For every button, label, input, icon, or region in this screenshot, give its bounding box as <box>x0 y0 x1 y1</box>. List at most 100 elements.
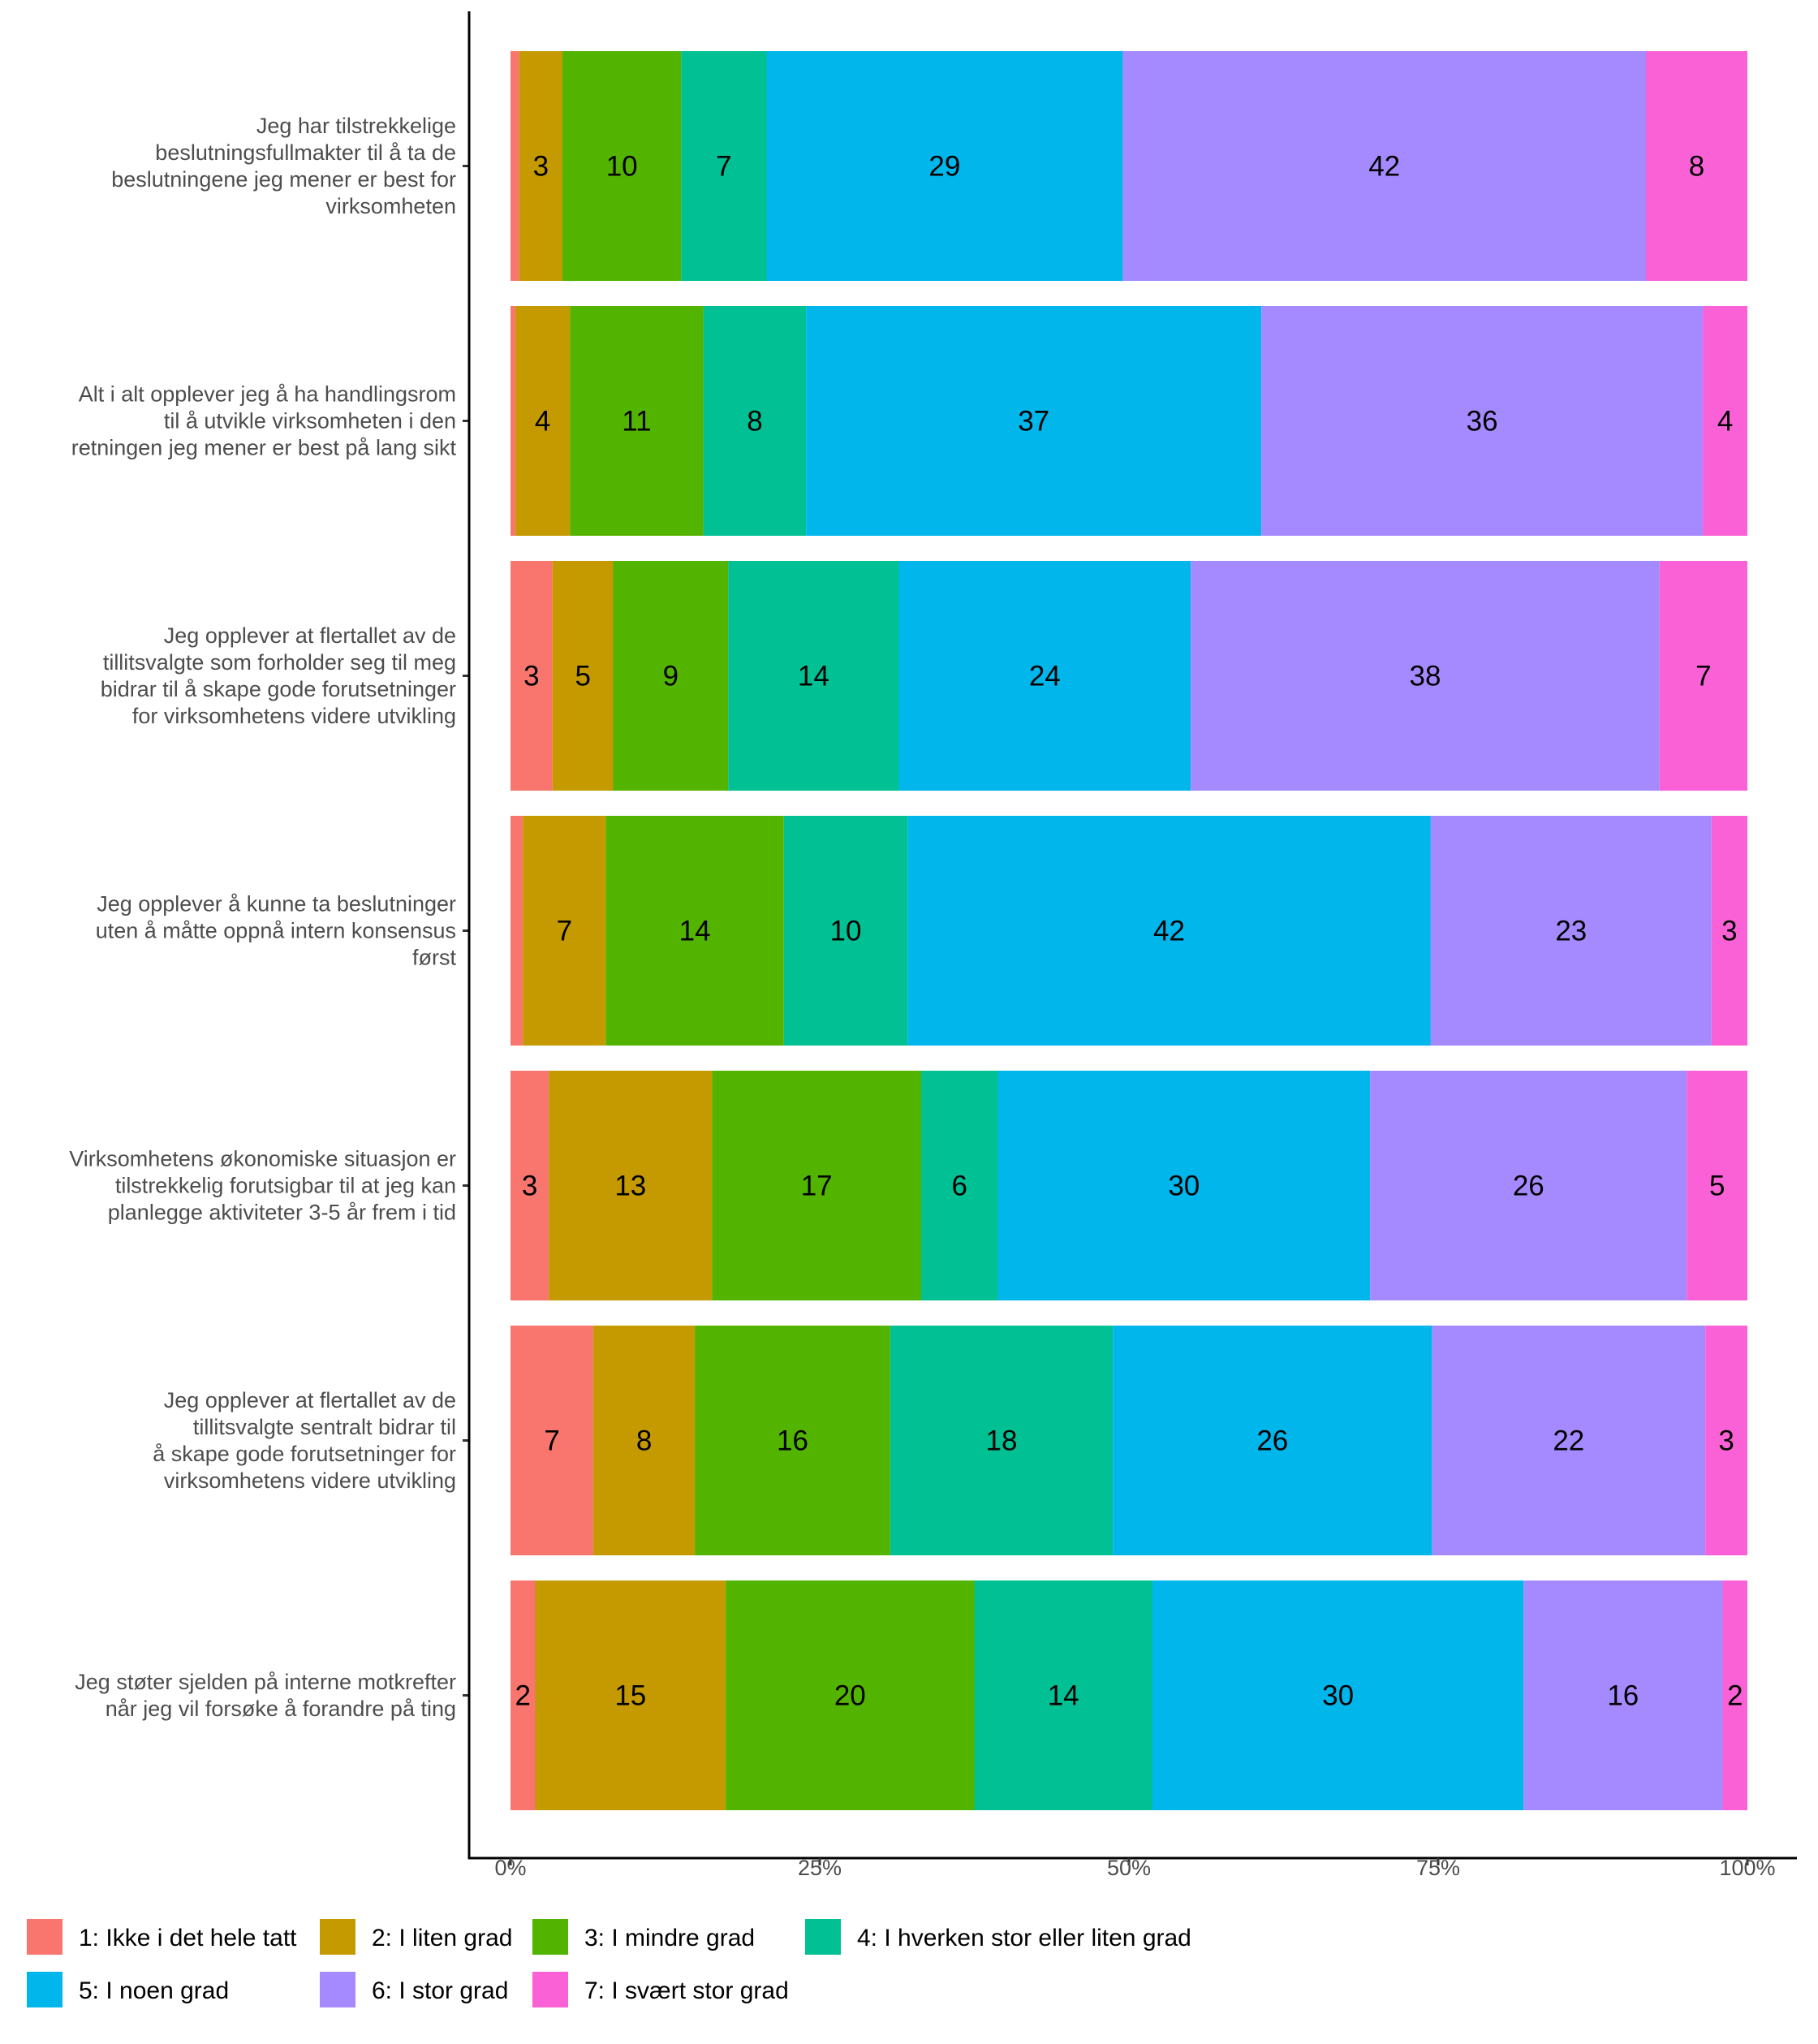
bar-segment <box>712 1071 921 1300</box>
bar-segment <box>552 561 614 791</box>
bar-segment <box>997 1071 1371 1300</box>
legend-swatch <box>27 1972 62 2007</box>
x-axis-ticks-group: 0% 25% 50% 75% 100% <box>494 1856 1775 1880</box>
y-axis-label-line: Jeg opplever å kunne ta beslutninger <box>97 892 456 916</box>
segment-label: 3 <box>522 1171 537 1202</box>
bar-segment <box>1659 561 1747 791</box>
x-tick-label: 0% <box>494 1856 526 1880</box>
segment-label: 3 <box>523 661 539 692</box>
segment-label: 7 <box>716 151 731 183</box>
segment-label: 22 <box>1553 1425 1584 1457</box>
segment-label: 37 <box>1018 406 1049 438</box>
segment-label: 18 <box>986 1425 1018 1457</box>
bar-segment <box>703 306 807 536</box>
x-tick-label: 50% <box>1107 1856 1151 1880</box>
bar-segment <box>1687 1071 1747 1300</box>
bar-segment <box>549 1071 713 1300</box>
legend-item: 1: Ikke i det hele tatt <box>27 1919 297 1955</box>
y-axis-label-line: Jeg opplever at flertallet av de <box>164 1388 456 1412</box>
bar-segment <box>681 51 767 281</box>
segment-label: 13 <box>614 1171 646 1202</box>
segment-label: 2 <box>1727 1680 1743 1712</box>
segment-label: 5 <box>575 661 590 692</box>
bar-segment <box>511 1326 594 1555</box>
y-axis-label-line: Jeg støter sjelden på interne motkrefter <box>75 1670 456 1694</box>
y-axis-label-line: når jeg vil forsøke å forandre på ting <box>106 1697 456 1721</box>
segment-label: 7 <box>1695 661 1711 692</box>
bar-segment <box>511 51 519 281</box>
y-axis-label-line: tilstrekkelig forutsigbar til at jeg kan <box>115 1174 456 1198</box>
bar-segment <box>974 1580 1152 1810</box>
segment-label: 8 <box>636 1425 652 1457</box>
segment-label: 6 <box>951 1171 967 1202</box>
segment-label: 3 <box>1721 916 1737 947</box>
bar-segment <box>890 1326 1114 1555</box>
bar-segment <box>1705 1326 1747 1555</box>
bars-group <box>511 51 1747 1810</box>
segment-label: 16 <box>1607 1680 1639 1712</box>
legend-item: 4: I hverken stor eller liten grad <box>805 1919 1191 1955</box>
bar-segment <box>726 1580 975 1810</box>
y-axis-label-line: Alt i alt opplever jeg å ha handlingsrom <box>79 382 456 407</box>
y-axis-label-line: til å utvikle virksomheten i den <box>164 409 456 433</box>
legend-item: 7: I svært stor grad <box>532 1972 789 2007</box>
segment-label: 8 <box>1689 151 1704 183</box>
bar-segment <box>806 306 1261 536</box>
bar-segment <box>898 561 1191 791</box>
legend-label: 4: I hverken stor eller liten grad <box>857 1925 1191 1951</box>
bar-segment <box>1432 1326 1706 1555</box>
segment-label: 20 <box>834 1680 866 1712</box>
bar-segment <box>1430 816 1712 1046</box>
y-axis-label-line: Virksomhetens økonomiske situasjon er <box>69 1147 456 1171</box>
bar-segment <box>1711 816 1747 1046</box>
segment-label: 14 <box>798 661 829 692</box>
bar-segment <box>511 561 553 791</box>
legend-swatch <box>805 1919 841 1955</box>
y-axis-label: Jeg har tilstrekkelige beslutningsfullmak… <box>111 114 456 218</box>
legend-item: 6: I stor grad <box>320 1972 508 2007</box>
y-axis-label-line: Jeg opplever at flertallet av de <box>164 623 456 648</box>
segment-label: 10 <box>606 151 638 183</box>
y-axis-label-line: bidrar til å skape gode forutsetninger <box>101 677 456 701</box>
x-tick-label: 75% <box>1416 1856 1460 1880</box>
y-axis-label-line: planlegge aktiviteter 3-5 år frem i tid <box>108 1201 456 1225</box>
segment-label: 30 <box>1322 1680 1354 1712</box>
y-axis-label-line: virksomheten <box>325 194 456 218</box>
segment-label: 4 <box>535 406 550 438</box>
bar-segment <box>523 816 606 1046</box>
bar-segment <box>511 1580 536 1810</box>
bar-segment <box>921 1071 998 1300</box>
segment-label: 23 <box>1555 916 1587 947</box>
y-axis-label-line: uten å måtte oppnå intern konsensus <box>96 919 456 943</box>
segment-label: 14 <box>679 916 711 947</box>
y-axis-label-line: beslutningene jeg mener er best for <box>111 167 456 192</box>
segment-label: 3 <box>533 151 549 183</box>
segment-label: 7 <box>557 916 572 947</box>
segment-label: 24 <box>1029 661 1061 692</box>
legend-label: 1: Ikke i det hele tatt <box>79 1925 297 1951</box>
legend-swatch <box>320 1972 355 2007</box>
bar-segment <box>1370 1071 1687 1300</box>
legend-swatch <box>532 1972 568 2007</box>
segment-label: 30 <box>1168 1171 1200 1202</box>
segment-label: 26 <box>1513 1171 1544 1202</box>
y-axis-label-line: først <box>412 946 456 970</box>
segment-label: 10 <box>830 916 862 947</box>
segment-label: 7 <box>544 1425 559 1457</box>
legend-swatch <box>320 1919 355 1955</box>
segment-label: 42 <box>1368 151 1400 183</box>
segment-label: 16 <box>777 1425 808 1457</box>
bar-segment <box>1191 561 1660 791</box>
y-axis-label-line: retningen jeg mener er best på lang sikt <box>71 436 457 460</box>
bar-segment <box>511 1071 549 1300</box>
bar-segment <box>1646 51 1747 281</box>
segment-label: 2 <box>515 1680 530 1712</box>
y-axis-label: Virksomhetens økonomiske situasjon er til… <box>69 1147 456 1225</box>
y-axis-label-line: virksomhetens videre utvikling <box>164 1468 456 1493</box>
legend-item: 2: I liten grad <box>320 1919 512 1955</box>
bar-segment <box>562 51 682 281</box>
legend-swatch <box>27 1919 62 1955</box>
legend: 1: Ikke i det hele tatt 2: I liten grad 3:… <box>27 1919 1191 2007</box>
y-axis-label: Jeg opplever at flertallet av de tillitsv… <box>153 1388 456 1493</box>
